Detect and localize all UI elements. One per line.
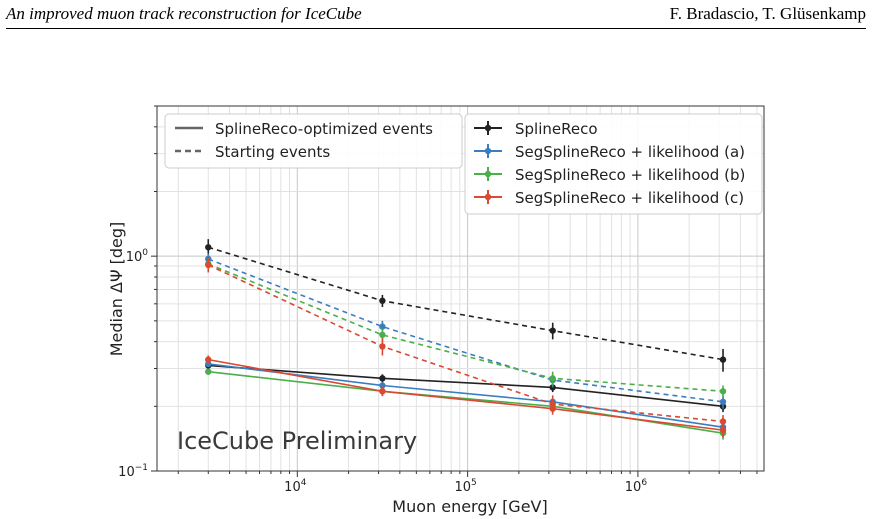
- legend-series-label: SegSplineReco + likelihood (c): [515, 189, 744, 207]
- legend-series-label: SegSplineReco + likelihood (b): [515, 166, 745, 184]
- header-rule: [6, 28, 866, 29]
- data-point: [379, 343, 386, 350]
- legend-dashed-label: Starting events: [215, 143, 330, 161]
- x-tick-label: 105: [454, 478, 476, 495]
- y-tick-label: 10−1: [118, 463, 148, 480]
- paper-title: An improved muon track reconstruction fo…: [6, 4, 362, 23]
- legend-swatch-marker: [484, 170, 492, 178]
- x-tick-label: 104: [284, 478, 307, 495]
- series-dashed-line: [208, 246, 724, 361]
- data-point: [719, 356, 727, 363]
- series-dashed-line: [207, 264, 724, 423]
- data-point: [205, 244, 212, 251]
- y-axis-label: Median ΔΨ [deg]: [107, 222, 126, 357]
- legend-swatch-marker: [484, 124, 492, 132]
- preliminary-annotation: IceCube Preliminary: [177, 427, 417, 455]
- data-point: [549, 400, 556, 408]
- series-dashed-line: [207, 258, 724, 403]
- data-point: [205, 261, 212, 269]
- paper-authors: F. Bradascio, T. Glüsenkamp: [669, 4, 866, 23]
- legend-swatch-marker: [484, 147, 492, 155]
- x-tick-label: 106: [625, 478, 648, 495]
- data-point: [379, 375, 386, 382]
- data-point: [379, 388, 386, 395]
- plot-frame: [156, 105, 765, 472]
- series-solid-line: [208, 364, 724, 408]
- data-point: [719, 398, 727, 405]
- legend-swatch-marker: [484, 193, 492, 201]
- data-point: [205, 356, 212, 363]
- tick-layer: 104 105 106 10−1 100: [118, 105, 758, 495]
- legend-series-label: SplineReco: [515, 120, 598, 138]
- data-point: [719, 418, 727, 425]
- page-header: An improved muon track reconstruction fo…: [6, 2, 866, 26]
- legend-style-box: [164, 113, 463, 169]
- data-point: [379, 323, 386, 330]
- series-layer: [205, 239, 727, 440]
- data-point: [719, 388, 727, 395]
- series-dashed-line: [207, 263, 724, 393]
- data-point: [549, 327, 556, 334]
- data-point: [549, 375, 556, 382]
- data-point: [379, 331, 386, 339]
- legend-series-label: SegSplineReco + likelihood (a): [515, 143, 745, 161]
- series-1: [205, 239, 727, 413]
- series-4: [205, 258, 727, 438]
- data-point: [719, 426, 727, 434]
- legend-line-style: SplineReco-optimized events Starting eve…: [164, 113, 463, 169]
- legend-series-box: [464, 113, 763, 215]
- x-axis-label: Muon energy [GeV]: [392, 497, 547, 516]
- data-point: [205, 368, 212, 375]
- legend-solid-label: SplineReco-optimized events: [215, 120, 433, 138]
- data-point: [379, 297, 386, 304]
- y-tick-label: 100: [126, 248, 149, 265]
- data-point: [379, 382, 386, 389]
- legend-series: SplineReco SegSplineReco + likelihood (a)…: [464, 113, 763, 215]
- series-solid-line: [208, 358, 724, 431]
